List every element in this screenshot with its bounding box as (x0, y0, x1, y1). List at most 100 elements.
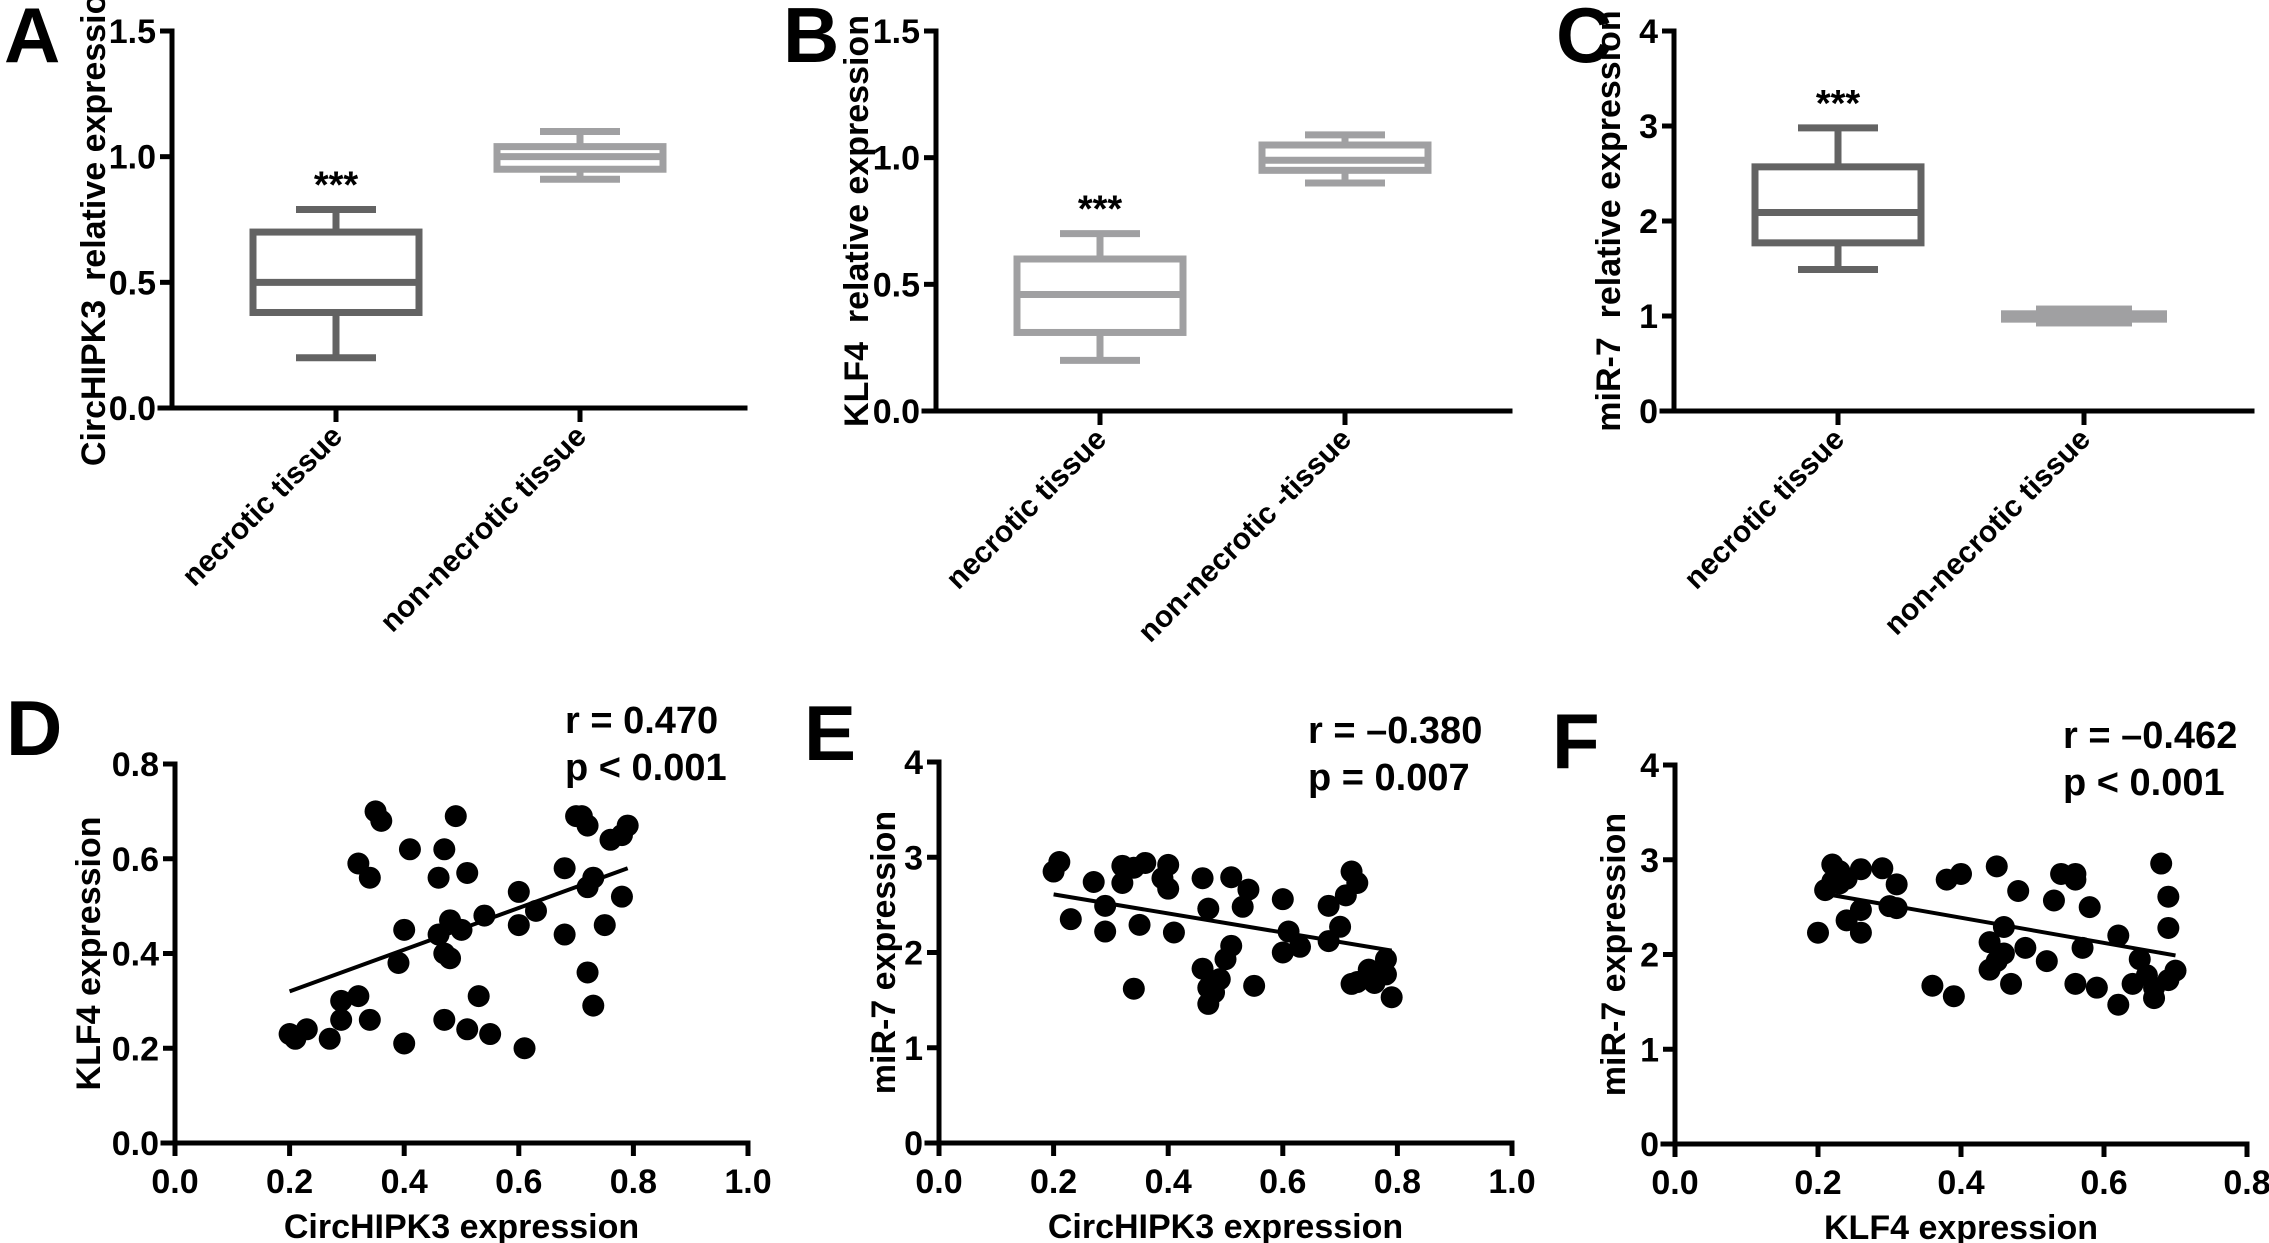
data-point (433, 838, 456, 861)
p-value: p < 0.001 (565, 747, 727, 789)
significance-marker: *** (1816, 83, 1861, 125)
x-tick-label: 0.8 (2223, 1164, 2269, 1202)
category-label: necrotic tissue (176, 420, 349, 593)
data-point (1237, 878, 1260, 901)
data-point (2164, 959, 2187, 982)
y-tick-label: 0 (1639, 393, 1658, 431)
y-axis-label: KLF4 expression (70, 817, 108, 1091)
data-point (582, 994, 605, 1017)
data-point (1849, 858, 1872, 881)
x-tick-label: 0.0 (1651, 1164, 1698, 1202)
data-point (1921, 974, 1944, 997)
data-point (393, 918, 416, 941)
category-label: non-necrotic tissue (1878, 423, 2097, 642)
data-point (1985, 855, 2008, 878)
y-tick-label: 0.0 (873, 393, 920, 431)
data-point (2000, 972, 2023, 995)
data-point (2150, 852, 2173, 875)
category-label: necrotic tissue (940, 423, 1113, 596)
data-point (1374, 948, 1397, 971)
box-necrotic: *** (249, 164, 423, 362)
data-point (370, 809, 393, 832)
y-axis-label: KLF4 relative expression (838, 15, 876, 427)
data-point (2157, 885, 2180, 908)
data-point (444, 805, 467, 828)
y-tick-label: 1.0 (109, 139, 156, 177)
box-non-necrotic (2001, 305, 2167, 327)
data-point (456, 861, 479, 884)
data-point (1208, 968, 1231, 991)
data-point (507, 880, 530, 903)
y-tick-label: 4 (904, 744, 923, 782)
scatter-points (1807, 852, 2187, 1016)
data-point (1191, 867, 1214, 890)
data-point (2157, 916, 2180, 939)
data-point (553, 923, 576, 946)
data-point (2035, 950, 2058, 973)
data-point (2107, 993, 2130, 1016)
x-tick-label: 1.0 (1488, 1163, 1535, 1201)
y-tick-label: 1 (904, 1030, 923, 1068)
y-tick-label: 0.5 (873, 266, 920, 304)
data-point (1082, 871, 1105, 894)
data-point (2143, 987, 2166, 1010)
data-point (1885, 873, 1908, 896)
x-axis-label: CircHIPK3 expression (1048, 1208, 1403, 1243)
box-body (1751, 163, 1925, 247)
regression-line (1053, 892, 1392, 953)
x-axis-label: KLF4 expression (1824, 1209, 2098, 1243)
y-axis-label: CircHIPK3 relative expression (75, 0, 113, 466)
data-point (1807, 921, 1829, 944)
box-necrotic: *** (1013, 189, 1187, 364)
data-point (1950, 862, 1972, 885)
data-point (479, 1023, 502, 1046)
x-tick-label: 0.4 (381, 1163, 428, 1201)
y-tick-label: 0.6 (112, 841, 159, 879)
data-point (318, 1027, 341, 1050)
panel-letter: B (783, 0, 839, 79)
significance-marker: *** (314, 164, 359, 206)
data-point (1220, 934, 1243, 957)
data-point (1329, 915, 1352, 938)
data-point (2064, 868, 2087, 891)
data-point (576, 961, 599, 984)
box-non-necrotic (1258, 131, 1432, 187)
data-point (2085, 976, 2108, 999)
x-tick-label: 0.8 (610, 1163, 657, 1201)
x-tick-label: 0.8 (1374, 1163, 1421, 1201)
data-point (1849, 921, 1872, 944)
data-point (2007, 880, 2030, 903)
panel-c: C 0 1 2 3 4 miR-7 relative expression necrotic … (1556, 0, 2255, 642)
y-tick-label: 2 (1639, 203, 1658, 241)
scatter-points (1042, 851, 1403, 1015)
data-point (610, 885, 633, 908)
data-point (1992, 942, 2015, 965)
data-point (393, 1032, 416, 1055)
data-point (1197, 992, 1220, 1015)
significance-marker: *** (1078, 189, 1123, 231)
y-tick-label: 0.4 (112, 936, 159, 974)
data-point (1162, 921, 1185, 944)
regression-line (1824, 891, 2176, 958)
x-tick-label: 0.2 (1794, 1164, 1841, 1202)
data-point (347, 985, 370, 1008)
y-tick-label: 0 (904, 1125, 923, 1163)
y-tick-label: 3 (1640, 842, 1659, 880)
x-axis-label: CircHIPK3 expression (284, 1208, 639, 1243)
data-point (1231, 895, 1254, 918)
data-point (1197, 897, 1220, 920)
data-point (1059, 908, 1082, 931)
x-tick-label: 0.2 (1030, 1163, 1077, 1201)
data-point (387, 951, 410, 974)
data-point (467, 985, 490, 1008)
data-point (1271, 888, 1294, 911)
box-necrotic: *** (1751, 83, 1925, 273)
panel-letter: A (4, 0, 60, 79)
data-point (1048, 851, 1071, 874)
whisker-band (2036, 305, 2132, 327)
data-point (1111, 871, 1134, 894)
panel-letter: D (6, 684, 62, 772)
x-tick-label: 0.0 (915, 1163, 962, 1201)
